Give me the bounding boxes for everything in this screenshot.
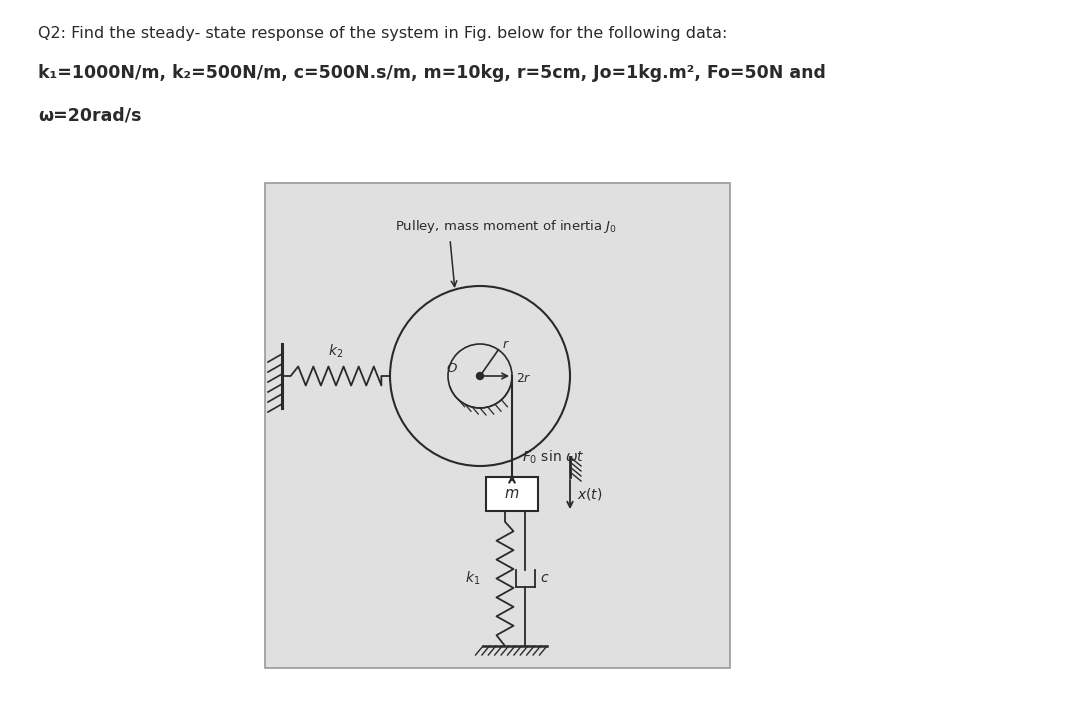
Text: $2r$: $2r$ <box>516 372 531 385</box>
Bar <box>486 477 538 511</box>
Text: Q2: Find the steady- state response of the system in Fig. below for the followin: Q2: Find the steady- state response of t… <box>38 26 727 41</box>
Text: ω=20rad/s: ω=20rad/s <box>38 106 141 124</box>
Text: $c$: $c$ <box>540 571 549 585</box>
Text: $x(t)$: $x(t)$ <box>577 486 603 503</box>
Circle shape <box>476 373 484 380</box>
Text: $O$: $O$ <box>446 362 458 375</box>
Text: $F_0$ sin $\omega t$: $F_0$ sin $\omega t$ <box>522 448 584 466</box>
Text: $k_1$: $k_1$ <box>464 570 480 587</box>
Text: $m$: $m$ <box>504 486 519 501</box>
Text: $k_2$: $k_2$ <box>328 343 343 360</box>
Text: Pulley, mass moment of inertia $J_0$: Pulley, mass moment of inertia $J_0$ <box>395 218 617 235</box>
FancyBboxPatch shape <box>265 183 730 668</box>
Text: $r$: $r$ <box>502 337 510 351</box>
Text: k₁=1000N/m, k₂=500N/m, c=500N.s/m, m=10kg, r=5cm, Jo=1kg.m², Fo=50N and: k₁=1000N/m, k₂=500N/m, c=500N.s/m, m=10k… <box>38 64 826 82</box>
